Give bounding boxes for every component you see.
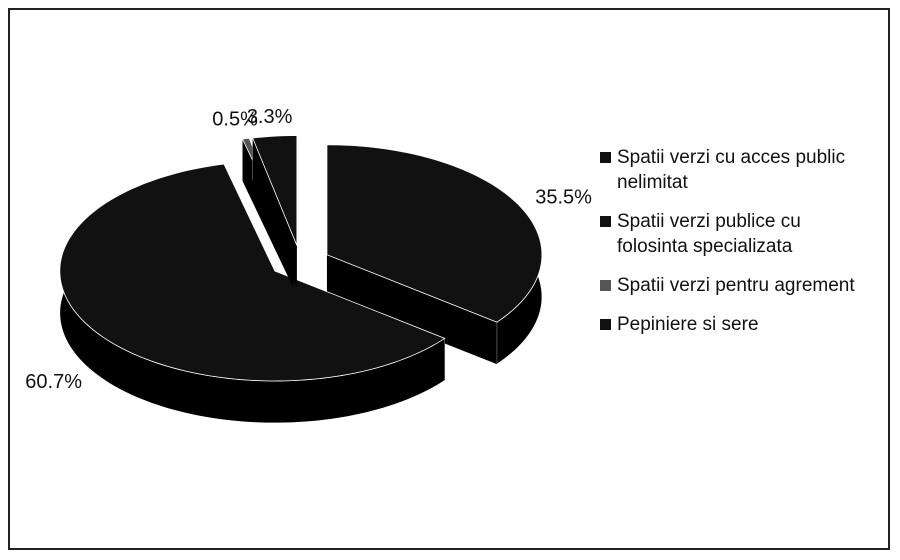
legend-entry: Pepiniere si sere <box>600 312 870 337</box>
legend-swatch <box>600 216 611 227</box>
slice <box>326 144 543 323</box>
data-label: 35.5% <box>535 186 592 208</box>
slice <box>252 135 298 246</box>
legend-label: Spatii verzi publice cu folosinta specia… <box>617 211 801 257</box>
slice <box>59 163 446 382</box>
legend-swatch <box>600 280 611 291</box>
legend-entry: Spatii verzi cu acces public nelimitat <box>600 145 870 195</box>
legend: Spatii verzi cu acces public nelimitat Sp… <box>600 145 870 351</box>
slice-side <box>326 254 497 365</box>
legend-swatch <box>600 319 611 330</box>
slice-side <box>252 137 297 288</box>
legend-entry: Spatii verzi pentru agrement <box>600 273 870 298</box>
data-label: 3.3% <box>247 106 293 128</box>
legend-label: Spatii verzi pentru agrement <box>617 275 855 296</box>
legend-entry: Spatii verzi publice cu folosinta specia… <box>600 209 870 259</box>
data-label: 60.7% <box>25 371 82 393</box>
legend-swatch <box>600 152 611 163</box>
legend-label: Pepiniere si sere <box>617 314 759 335</box>
legend-label: Spatii verzi cu acces public nelimitat <box>617 147 846 193</box>
chart-frame <box>8 8 890 550</box>
data-label: 0.5% <box>212 109 258 131</box>
